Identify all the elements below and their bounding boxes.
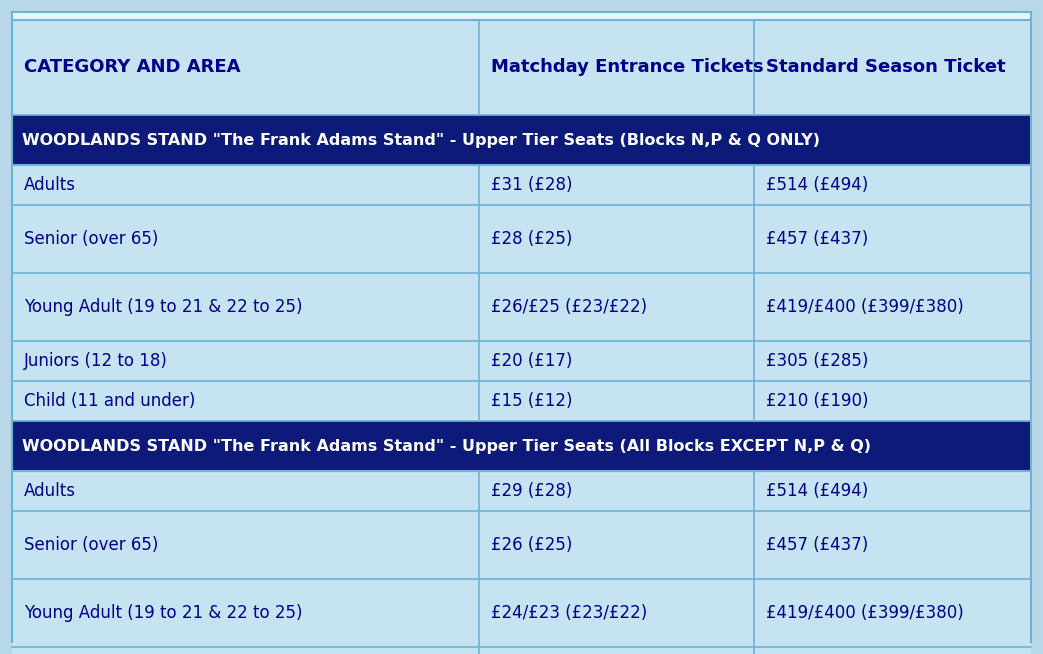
Text: Senior (over 65): Senior (over 65) [24,230,159,248]
Text: WOODLANDS STAND "The Frank Adams Stand" - Upper Tier Seats (Blocks N,P & Q ONLY): WOODLANDS STAND "The Frank Adams Stand" … [22,133,820,148]
Bar [13,647,1030,654]
Bar [13,511,1030,579]
Text: £419/£400 (£399/£380): £419/£400 (£399/£380) [766,604,964,622]
Bar [13,381,1030,421]
Bar [13,165,1030,205]
Text: WOODLANDS STAND "The Frank Adams Stand" - Upper Tier Seats (All Blocks EXCEPT N,: WOODLANDS STAND "The Frank Adams Stand" … [22,438,871,453]
Text: £31 (£28): £31 (£28) [490,176,573,194]
Bar [13,20,1030,115]
Text: £305 (£285): £305 (£285) [766,352,868,370]
Bar [13,471,1030,511]
Text: Standard Season Ticket: Standard Season Ticket [766,58,1005,77]
Text: Senior (over 65): Senior (over 65) [24,536,159,554]
Text: £15 (£12): £15 (£12) [490,392,573,410]
Bar [13,579,1030,647]
Text: £24/£23 (£23/£22): £24/£23 (£23/£22) [490,604,647,622]
Text: Matchday Entrance Tickets: Matchday Entrance Tickets [490,58,763,77]
Text: Adults: Adults [24,482,76,500]
Text: £29 (£28): £29 (£28) [490,482,572,500]
Text: Juniors (12 to 18): Juniors (12 to 18) [24,352,168,370]
Text: £514 (£494): £514 (£494) [766,482,868,500]
Text: £210 (£190): £210 (£190) [766,392,869,410]
Bar [13,205,1030,273]
Text: £26 (£25): £26 (£25) [490,536,572,554]
Text: £26/£25 (£23/£22): £26/£25 (£23/£22) [490,298,647,316]
Text: Child (11 and under): Child (11 and under) [24,392,195,410]
Text: £514 (£494): £514 (£494) [766,176,868,194]
Bar [13,273,1030,341]
Text: Adults: Adults [24,176,76,194]
Bar [13,421,1030,471]
Text: Young Adult (19 to 21 & 22 to 25): Young Adult (19 to 21 & 22 to 25) [24,604,302,622]
Text: £457 (£437): £457 (£437) [766,230,868,248]
Text: CATEGORY AND AREA: CATEGORY AND AREA [24,58,241,77]
Bar [13,12,1030,20]
Text: £28 (£25): £28 (£25) [490,230,572,248]
Bar [13,341,1030,381]
Bar [13,115,1030,165]
Text: £457 (£437): £457 (£437) [766,536,868,554]
Text: £20 (£17): £20 (£17) [490,352,572,370]
Text: £419/£400 (£399/£380): £419/£400 (£399/£380) [766,298,964,316]
Text: Young Adult (19 to 21 & 22 to 25): Young Adult (19 to 21 & 22 to 25) [24,298,302,316]
